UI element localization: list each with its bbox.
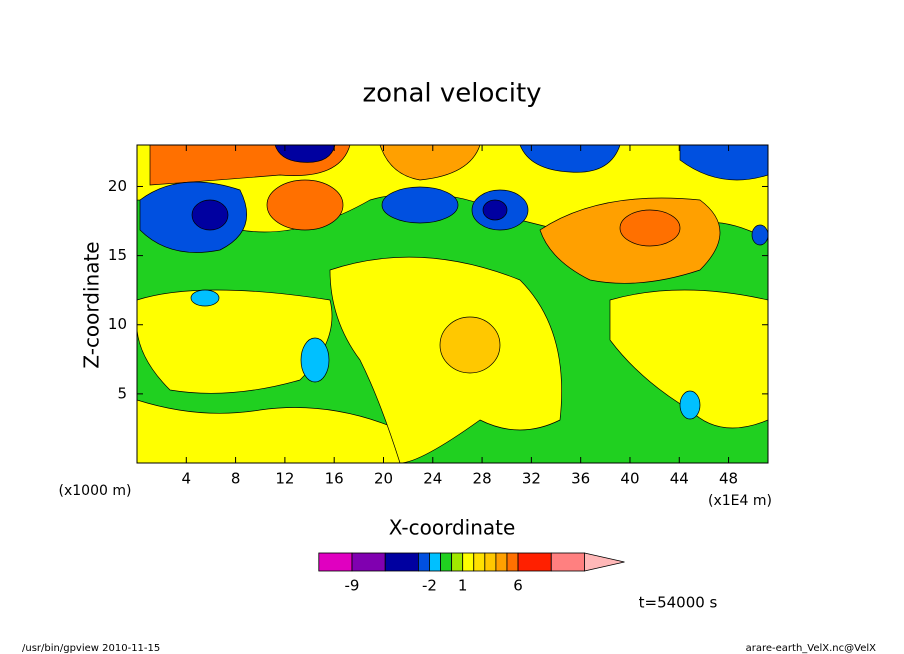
plot-frame (136, 144, 769, 464)
field-region (300, 337, 330, 383)
colorbar-tick-label: 6 (513, 577, 523, 595)
y-tick-label: 10 (108, 315, 127, 333)
x-tick-label: 4 (182, 470, 192, 488)
footer-right: arare-earth_VelX.nc@VelX (746, 643, 877, 654)
colorbar-box (550, 552, 585, 572)
colorbar-box (318, 552, 353, 572)
field-region (751, 224, 768, 246)
field-region (381, 186, 459, 224)
x-tick-label: 40 (620, 470, 639, 488)
field-region (274, 145, 336, 163)
field-region (266, 179, 344, 231)
field-region (190, 289, 220, 307)
colorbar-box (473, 552, 486, 572)
y-axis-title: Z-coordinate (80, 241, 104, 368)
y-tick-label: 5 (117, 384, 127, 402)
field-region (609, 289, 768, 429)
field-region (519, 145, 621, 173)
colorbar-box (384, 552, 419, 572)
field-region (137, 289, 333, 394)
x-tick-label: 48 (719, 470, 738, 488)
x-tick-label: 12 (275, 470, 294, 488)
x-tick-label: 36 (571, 470, 590, 488)
colorbar-box (418, 552, 430, 572)
x-unit-label: (x1E4 m) (708, 493, 772, 509)
y-tick-label: 15 (108, 246, 127, 264)
x-tick-label: 24 (423, 470, 442, 488)
field-region (619, 209, 681, 247)
chart-title: zonal velocity (362, 79, 541, 109)
x-tick-label: 8 (231, 470, 241, 488)
colorbar-extension (584, 552, 625, 572)
field-region (137, 399, 401, 463)
field-region (482, 199, 508, 221)
colorbar-box (440, 552, 453, 572)
field-region (439, 316, 501, 374)
colorbar-box (506, 552, 519, 572)
field-region (191, 199, 229, 231)
x-tick-label: 44 (670, 470, 689, 488)
field-region (679, 390, 701, 420)
colorbar-box (517, 552, 552, 572)
colorbar-box (351, 552, 386, 572)
colorbar-box (484, 552, 497, 572)
footer-left: /usr/bin/gpview 2010-11-15 (22, 643, 160, 654)
colorbar-tick-label: -9 (345, 577, 360, 595)
x-tick-label: 16 (325, 470, 344, 488)
colorbar-box (462, 552, 475, 572)
x-tick-label: 32 (522, 470, 541, 488)
x-tick-label: 28 (473, 470, 492, 488)
colorbar-tick-label: -2 (422, 577, 437, 595)
field-region (379, 145, 481, 181)
colorbar-box (451, 552, 464, 572)
x-axis-title: X-coordinate (389, 516, 516, 540)
annotation: t=54000 s (639, 594, 718, 612)
y-tick-label: 20 (108, 177, 127, 195)
colorbar-tick-label: 1 (458, 577, 468, 595)
colorbar-box (495, 552, 508, 572)
colorbar-box (429, 552, 441, 572)
contour-field (137, 145, 768, 463)
x-tick-label: 20 (374, 470, 393, 488)
y-unit-label: (x1000 m) (59, 483, 132, 499)
